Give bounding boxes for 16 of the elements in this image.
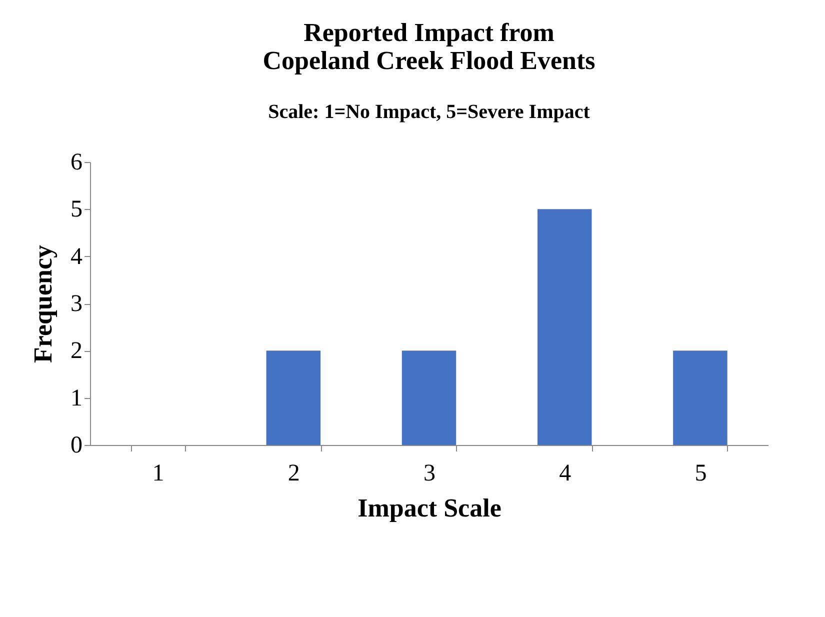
y-tick-label: 3 [70,291,82,317]
x-tick-label: 5 [694,460,707,486]
chart-title: Reported Impact from Copeland Creek Flood Events [262,18,596,75]
x-tick-label: 3 [424,460,436,486]
chart-subtitle: Scale: 1=No Impact, 5=Severe Impact [268,101,590,123]
x-axis-title: Impact Scale [358,494,502,522]
x-tick-label: 4 [559,460,572,486]
x-tick-label: 1 [152,460,164,486]
y-tick-label: 5 [70,196,82,223]
x-tick-label: 2 [288,460,300,486]
y-axis-title: Frequency [28,245,58,363]
y-tick-label: 2 [70,338,82,364]
y-tick-label: 4 [70,244,82,270]
y-tick-label: 6 [70,150,82,176]
y-tick-label: 0 [70,432,82,458]
y-tick-label: 1 [70,385,82,412]
